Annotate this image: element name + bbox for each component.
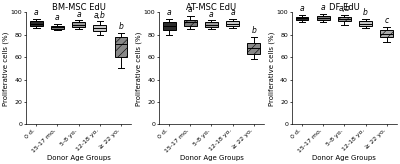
PathPatch shape	[296, 17, 308, 20]
Y-axis label: Proliferative cells (%): Proliferative cells (%)	[268, 31, 275, 106]
X-axis label: Donor Age Groups: Donor Age Groups	[180, 155, 244, 161]
Text: a,b: a,b	[94, 11, 106, 20]
PathPatch shape	[72, 22, 85, 27]
PathPatch shape	[114, 37, 127, 57]
PathPatch shape	[226, 21, 239, 26]
Text: a: a	[300, 4, 304, 13]
Text: a,b: a,b	[338, 4, 350, 13]
Y-axis label: Proliferative cells (%): Proliferative cells (%)	[136, 31, 142, 106]
PathPatch shape	[51, 26, 64, 29]
Title: AT-MSC EdU: AT-MSC EdU	[186, 3, 236, 12]
PathPatch shape	[184, 20, 197, 26]
Text: a: a	[167, 9, 172, 17]
PathPatch shape	[317, 16, 330, 20]
X-axis label: Donor Age Groups: Donor Age Groups	[47, 155, 110, 161]
Text: a: a	[188, 5, 193, 14]
PathPatch shape	[163, 22, 176, 30]
PathPatch shape	[359, 21, 372, 26]
Text: c: c	[384, 16, 389, 25]
PathPatch shape	[94, 25, 106, 31]
Text: a: a	[209, 10, 214, 19]
Text: b: b	[118, 22, 123, 31]
Text: a: a	[76, 10, 81, 19]
Text: a: a	[55, 13, 60, 22]
Y-axis label: Proliferative cells (%): Proliferative cells (%)	[3, 31, 9, 106]
Text: b: b	[251, 26, 256, 35]
Title: DF EdU: DF EdU	[329, 3, 360, 12]
PathPatch shape	[248, 43, 260, 54]
PathPatch shape	[380, 30, 393, 37]
Text: b: b	[363, 9, 368, 17]
Text: a: a	[321, 3, 326, 12]
Text: a: a	[34, 9, 39, 17]
PathPatch shape	[30, 21, 43, 26]
Title: BM-MSC EdU: BM-MSC EdU	[52, 3, 106, 12]
Text: a: a	[230, 9, 235, 17]
PathPatch shape	[205, 22, 218, 27]
X-axis label: Donor Age Groups: Donor Age Groups	[312, 155, 376, 161]
PathPatch shape	[338, 17, 351, 21]
